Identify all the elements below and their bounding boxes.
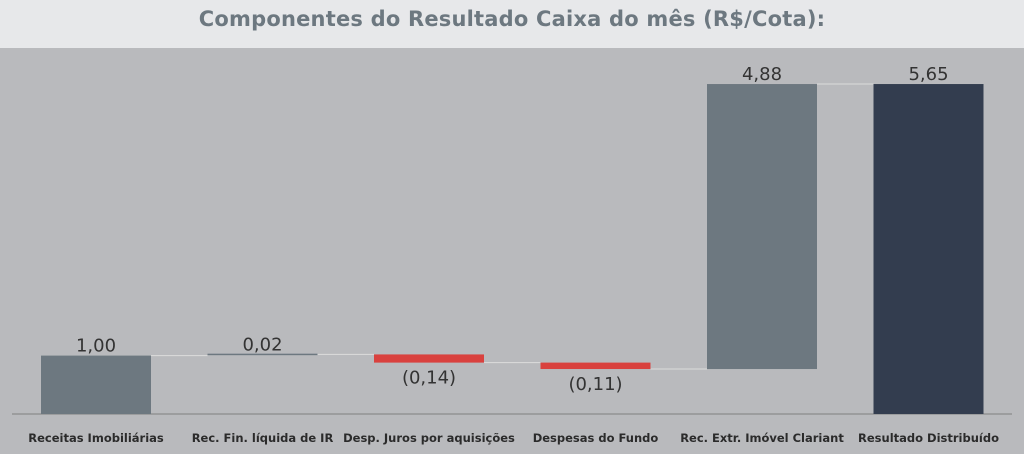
waterfall-chart: 1,00 Receitas Imobiliárias 0,02 Rec. Fin. l… <box>12 64 1012 445</box>
waterfall-bar-1 <box>207 353 318 356</box>
data-label-4: 4,88 <box>742 64 782 85</box>
data-label-0: 1,00 <box>76 336 116 357</box>
category-label-2: Desp. Juros por aquisições <box>343 431 515 445</box>
waterfall-chart-area: 1,00 Receitas Imobiliárias 0,02 Rec. Fin. l… <box>0 48 1024 454</box>
chart-title: Componentes do Resultado Caixa do mês (R… <box>198 7 826 31</box>
category-label-5: Resultado Distribuído <box>858 431 999 445</box>
data-label-5: 5,65 <box>908 64 948 85</box>
waterfall-bar-3 <box>540 362 651 370</box>
chart-header: Componentes do Resultado Caixa do mês (R… <box>0 0 1024 48</box>
category-label-0: Receitas Imobiliárias <box>28 431 164 445</box>
data-label-1: 0,02 <box>242 334 282 355</box>
waterfall-bar-0 <box>41 355 151 414</box>
category-label-3: Despesas do Fundo <box>533 431 659 445</box>
data-label-3: (0,11) <box>568 374 622 395</box>
category-label-4: Rec. Extr. Imóvel Clariant <box>680 431 844 445</box>
data-label-2: (0,14) <box>402 368 456 389</box>
waterfall-bar-4 <box>707 84 817 370</box>
waterfall-bar-5 <box>873 84 984 414</box>
category-label-1: Rec. Fin. líquida de IR <box>192 431 334 445</box>
waterfall-bar-2 <box>374 354 484 363</box>
